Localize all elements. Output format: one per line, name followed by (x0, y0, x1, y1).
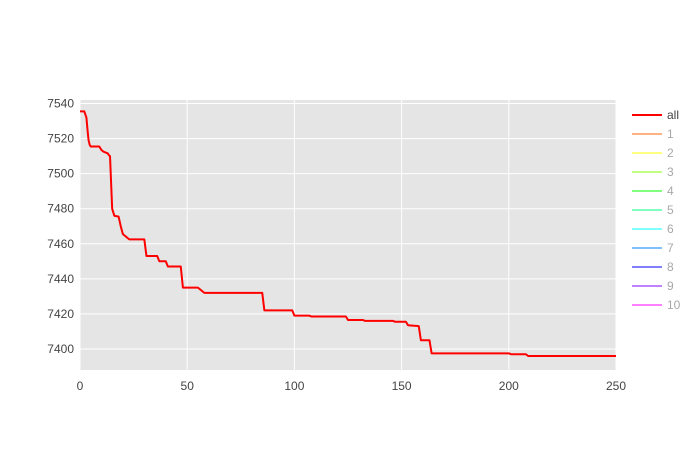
y-tick-label: 7500 (47, 167, 74, 181)
series-lines (80, 110, 616, 357)
legend[interactable]: all 1 2 3 4 5 6 7 8 9 10 (632, 108, 681, 312)
legend-label: 6 (667, 222, 674, 236)
legend-label: 4 (667, 184, 674, 198)
series-line-all (80, 110, 616, 357)
y-tick-label: 7440 (47, 272, 74, 286)
x-tick-label: 0 (77, 379, 84, 393)
y-tick-label: 7480 (47, 202, 74, 216)
legend-item-3[interactable]: 3 (632, 165, 674, 179)
y-axis-tick-labels: 7400 7420 7440 7460 7480 7500 7520 7540 (47, 97, 74, 356)
legend-label: 2 (667, 146, 674, 160)
legend-label: 1 (667, 127, 674, 141)
legend-item-7[interactable]: 7 (632, 241, 674, 255)
legend-item-9[interactable]: 9 (632, 279, 674, 293)
y-tick-label: 7420 (47, 307, 74, 321)
legend-item-10[interactable]: 10 (632, 298, 681, 312)
legend-label: 5 (667, 203, 674, 217)
y-tick-label: 7520 (47, 132, 74, 146)
x-axis-tick-labels: 0 50 100 150 200 250 (77, 379, 627, 393)
x-tick-label: 50 (181, 379, 195, 393)
grid (79, 100, 617, 370)
legend-item-all[interactable]: all (632, 108, 679, 122)
x-tick-label: 150 (392, 379, 412, 393)
legend-label: 7 (667, 241, 674, 255)
legend-label: all (667, 108, 679, 122)
legend-item-5[interactable]: 5 (632, 203, 674, 217)
y-tick-label: 7460 (47, 237, 74, 251)
legend-item-8[interactable]: 8 (632, 260, 674, 274)
x-tick-label: 250 (606, 379, 626, 393)
y-tick-label: 7540 (47, 97, 74, 111)
legend-label: 9 (667, 279, 674, 293)
legend-label: 10 (667, 298, 681, 312)
legend-item-1[interactable]: 1 (632, 127, 674, 141)
x-tick-label: 200 (499, 379, 519, 393)
plot-background (80, 100, 616, 370)
legend-item-6[interactable]: 6 (632, 222, 674, 236)
legend-item-2[interactable]: 2 (632, 146, 674, 160)
legend-label: 3 (667, 165, 674, 179)
legend-item-4[interactable]: 4 (632, 184, 674, 198)
legend-label: 8 (667, 260, 674, 274)
y-tick-label: 7400 (47, 342, 74, 356)
x-tick-label: 100 (284, 379, 304, 393)
